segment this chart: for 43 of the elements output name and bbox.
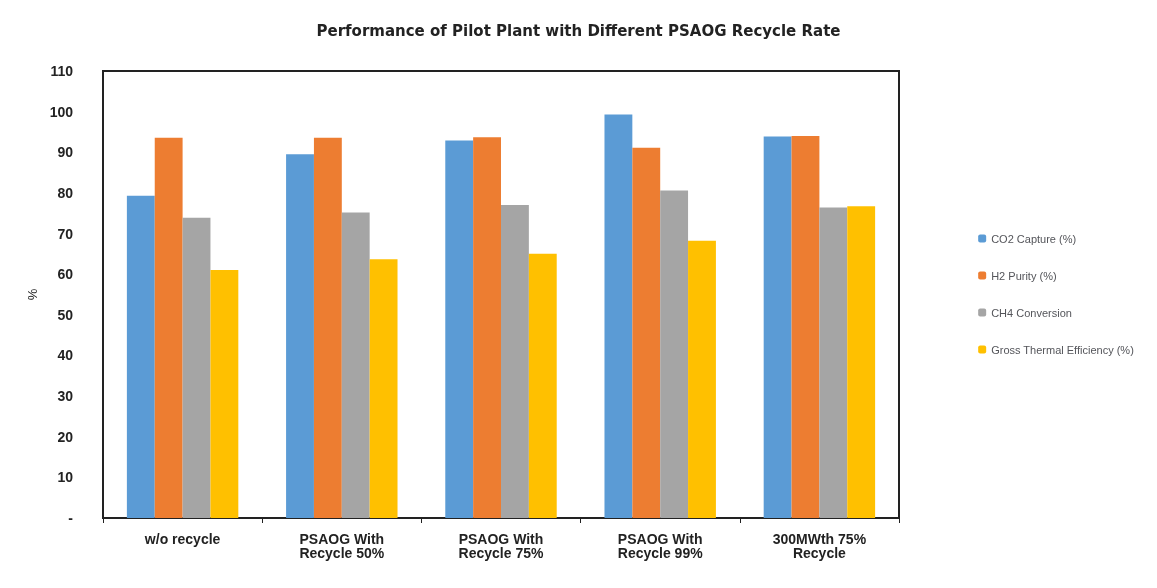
bar: [313, 137, 342, 518]
x-tick-label: PSAOG With Recycle 99%: [617, 531, 704, 561]
bar: [604, 114, 633, 518]
legend-label: CH4 Conversion: [991, 306, 1072, 319]
y-tick-label: 70: [57, 225, 74, 242]
bar: [182, 217, 211, 518]
x-tick-label: w/o recycle: [143, 531, 221, 547]
bar: [791, 136, 820, 518]
y-axis-title: %: [24, 288, 40, 301]
y-tick-label: 100: [49, 103, 74, 120]
bar: [473, 137, 501, 518]
bar: [286, 154, 314, 518]
x-tick-label: 300MWth 75% Recycle: [772, 531, 867, 561]
bar: [210, 270, 239, 518]
bar: [369, 259, 398, 518]
y-tick-label: 80: [57, 184, 74, 201]
x-tick-label: PSAOG With Recycle 50%: [299, 531, 385, 561]
bar: [341, 212, 370, 518]
y-tick-label: 40: [57, 347, 74, 364]
bar: [445, 140, 474, 518]
x-tick-label: PSAOG With Recycle 75%: [458, 531, 544, 561]
bar: [763, 136, 792, 518]
bar: [847, 206, 876, 518]
y-tick-label: 10: [57, 469, 74, 486]
bar: [632, 147, 661, 518]
y-tick-label: 50: [57, 306, 74, 323]
legend-label: H2 Purity (%): [991, 269, 1057, 282]
bar: [688, 240, 716, 518]
bar: [660, 190, 689, 518]
legend-label: Gross Thermal Efficiency (%): [991, 343, 1134, 356]
y-tick-label: 20: [57, 428, 74, 445]
y-tick-label: 60: [57, 266, 74, 283]
bar: [126, 195, 155, 518]
chart-title: Performance of Pilot Plant with Different PSAOG Recycle Rate: [316, 21, 841, 40]
bar: [154, 137, 183, 518]
legend-label: CO2 Capture (%): [991, 232, 1077, 245]
y-tick-label: 110: [50, 63, 74, 79]
y-tick-label: -: [68, 510, 74, 526]
y-tick-label: 90: [57, 144, 74, 161]
bar: [501, 205, 529, 518]
bar: [819, 207, 848, 518]
bar: [528, 253, 557, 518]
y-tick-label: 30: [57, 388, 74, 405]
